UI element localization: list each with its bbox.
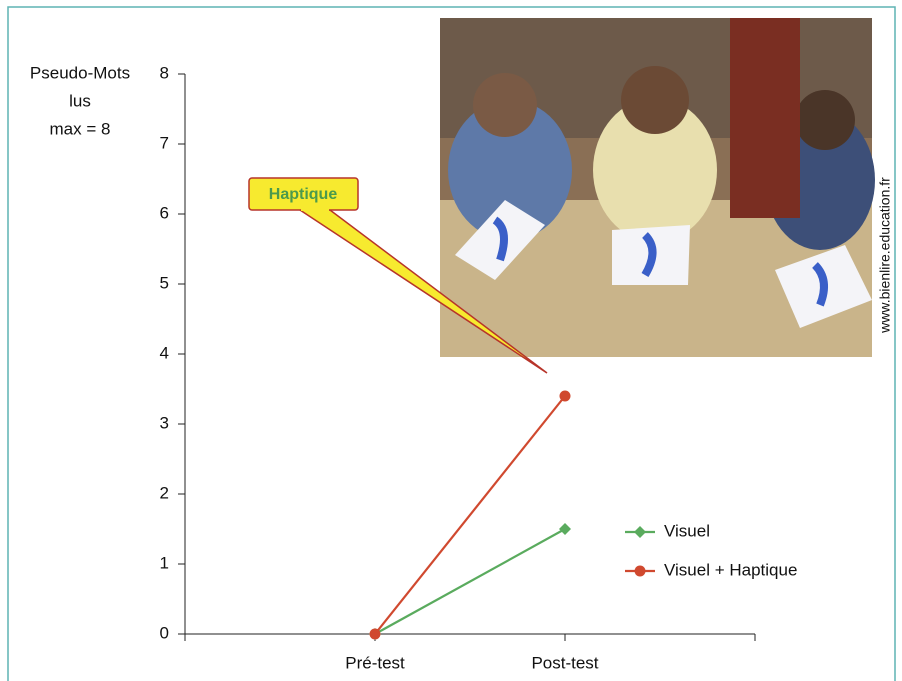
- x-tick-label: Post-test: [531, 653, 598, 672]
- legend-label: Visuel + Haptique: [664, 560, 797, 579]
- y-axis-label: lus: [69, 91, 91, 110]
- marker: [634, 565, 646, 577]
- callout: [248, 177, 548, 374]
- y-tick-label: 6: [160, 203, 169, 222]
- y-tick-label: 5: [160, 273, 169, 292]
- y-tick-label: 0: [160, 623, 169, 642]
- y-tick-label: 1: [160, 553, 169, 572]
- y-tick-label: 4: [160, 343, 169, 362]
- x-tick-label: Pré-test: [345, 653, 405, 672]
- frame: [7, 6, 896, 681]
- annotation: Haptique: [269, 186, 338, 203]
- photo: [440, 18, 875, 357]
- y-tick-label: 2: [160, 483, 169, 502]
- y-axis-label: Pseudo-Mots: [30, 63, 130, 82]
- y-tick-label: 7: [160, 133, 169, 152]
- marker: [559, 390, 571, 402]
- line: [374, 528, 566, 635]
- marker: [559, 523, 571, 535]
- y-axis-label: max = 8: [50, 119, 111, 138]
- y-tick-label: 8: [160, 63, 169, 82]
- y-tick-label: 3: [160, 413, 169, 432]
- credit: www.bienlire.education.fr: [877, 177, 893, 334]
- line: [374, 395, 566, 635]
- legend-label: Visuel: [664, 521, 710, 540]
- marker: [369, 628, 381, 640]
- marker: [634, 526, 646, 538]
